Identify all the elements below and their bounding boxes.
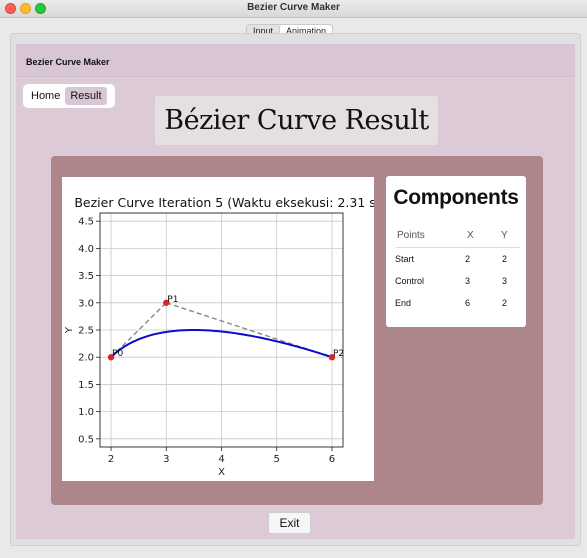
components-row: Start 2 2 bbox=[386, 254, 526, 268]
window-title: Bezier Curve Maker bbox=[247, 2, 340, 13]
row-name: End bbox=[395, 298, 412, 308]
components-row: Control 3 3 bbox=[386, 276, 526, 290]
y-axis-label: Y bbox=[64, 326, 75, 334]
control-point bbox=[163, 299, 170, 306]
x-tick-label: 4 bbox=[218, 454, 224, 465]
row-x: 3 bbox=[465, 276, 471, 286]
x-tick-label: 6 bbox=[329, 454, 335, 465]
zoom-window-button[interactable] bbox=[35, 3, 46, 14]
bezier-plot: Bezier Curve Iteration 5 (Waktu eksekusi… bbox=[62, 177, 374, 481]
header-x: X bbox=[467, 230, 474, 241]
close-window-button[interactable] bbox=[5, 3, 16, 14]
minimize-window-button[interactable] bbox=[20, 3, 31, 14]
header-y: Y bbox=[501, 230, 508, 241]
y-tick-label: 4.0 bbox=[78, 244, 94, 255]
bezier-curve bbox=[110, 329, 333, 359]
control-point-label: P2 bbox=[333, 349, 344, 359]
chart-title: Bezier Curve Iteration 5 (Waktu eksekusi… bbox=[74, 195, 374, 210]
components-card: Components Points X Y Start 2 2 Control … bbox=[386, 176, 526, 327]
exit-button[interactable]: Exit bbox=[268, 512, 311, 534]
y-tick-label: 0.5 bbox=[78, 434, 94, 445]
components-title: Components bbox=[393, 186, 519, 209]
row-y: 3 bbox=[502, 276, 508, 286]
header-points: Points bbox=[397, 230, 425, 241]
control-line bbox=[110, 302, 167, 358]
app-header: Bezier Curve Maker bbox=[16, 44, 575, 77]
y-tick-label: 2.5 bbox=[78, 326, 94, 337]
x-tick-label: 2 bbox=[108, 454, 114, 465]
row-x: 6 bbox=[465, 298, 471, 308]
y-tick-label: 2.0 bbox=[78, 353, 94, 364]
x-tick-label: 3 bbox=[163, 454, 169, 465]
tab-input[interactable]: Input bbox=[253, 26, 274, 36]
row-y: 2 bbox=[502, 298, 508, 308]
control-point bbox=[328, 354, 336, 361]
x-tick-label: 5 bbox=[274, 454, 280, 465]
y-tick-label: 1.0 bbox=[78, 407, 94, 418]
control-point bbox=[107, 354, 115, 361]
row-x: 2 bbox=[465, 254, 471, 264]
components-row: End 6 2 bbox=[386, 298, 526, 312]
control-point-label: P0 bbox=[112, 349, 123, 359]
row-name: Control bbox=[395, 276, 425, 286]
nav-group: Home Result bbox=[23, 84, 115, 108]
row-y: 2 bbox=[502, 254, 508, 264]
y-tick-label: 4.5 bbox=[78, 217, 94, 228]
result-button[interactable]: Result bbox=[65, 87, 107, 105]
row-name: Start bbox=[395, 254, 415, 264]
page-title: Bézier Curve Result bbox=[155, 96, 438, 145]
window-titlebar: Bezier Curve Maker bbox=[0, 0, 587, 18]
y-tick-label: 3.0 bbox=[78, 298, 94, 309]
control-point-label: P1 bbox=[167, 295, 178, 305]
components-divider bbox=[396, 247, 520, 248]
y-tick-label: 1.5 bbox=[78, 380, 94, 391]
y-tick-label: 3.5 bbox=[78, 271, 94, 282]
bezier-chart-svg: Bezier Curve Iteration 5 (Waktu eksekusi… bbox=[64, 195, 374, 478]
x-axis-label: X bbox=[218, 467, 225, 478]
app-header-title: Bezier Curve Maker bbox=[26, 57, 110, 67]
home-button[interactable]: Home bbox=[31, 90, 61, 102]
